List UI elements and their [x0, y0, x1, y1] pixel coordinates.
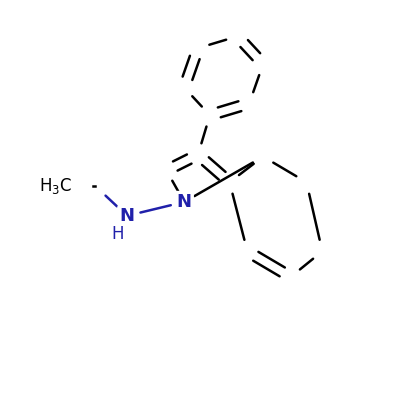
Text: H$_3$C: H$_3$C	[39, 176, 72, 196]
Text: H: H	[112, 224, 124, 242]
Text: N: N	[120, 207, 134, 225]
Text: N: N	[177, 193, 192, 211]
